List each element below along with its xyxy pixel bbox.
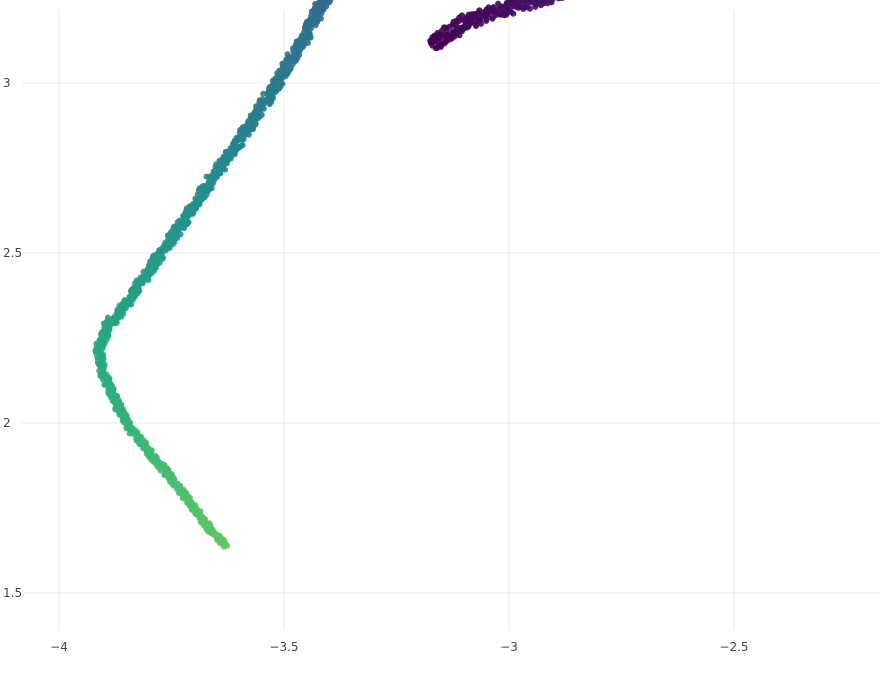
x-tick-label: −3.5 <box>269 640 298 654</box>
y-tick-label: 2.5 <box>3 246 22 260</box>
series-1-point <box>285 51 291 57</box>
series-1-point <box>240 142 246 148</box>
data-points <box>92 0 884 616</box>
y-tick-label: 1.5 <box>3 586 22 600</box>
x-tick-label: −4 <box>50 640 68 654</box>
x-tick-label: −2.5 <box>719 640 748 654</box>
series-2-point <box>510 11 516 17</box>
y-tick-label: 2 <box>3 416 11 430</box>
grid-lines <box>22 0 884 630</box>
series-2-point <box>527 6 533 12</box>
y-tick-label: 3 <box>3 76 11 90</box>
tick-labels: −4−3.5−3−2.5−2−1.5−1−0.51.522.533.544.5 <box>3 0 884 654</box>
series-1-point <box>222 167 228 173</box>
x-tick-label: −3 <box>500 640 518 654</box>
